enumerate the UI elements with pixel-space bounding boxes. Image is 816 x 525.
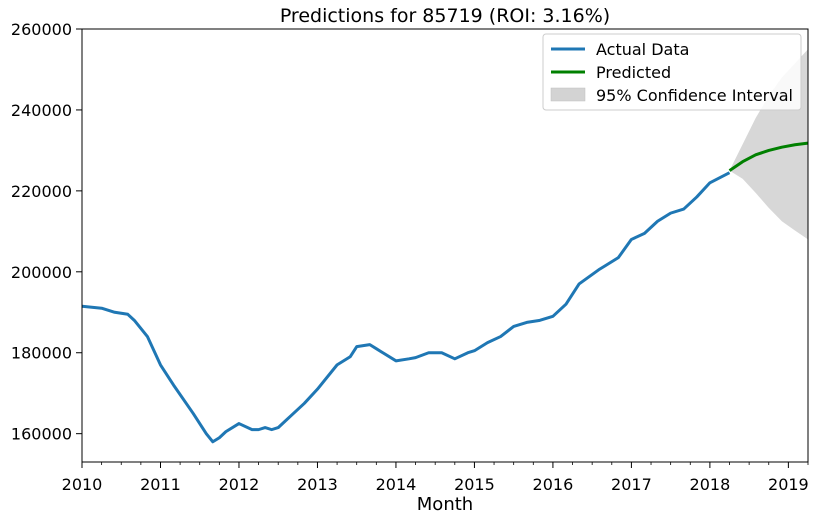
y-tick-label: 180000 [11, 344, 72, 363]
x-tick-label: 2015 [454, 475, 495, 494]
legend-label-ci: 95% Confidence Interval [596, 86, 793, 105]
x-tick-label: 2011 [140, 475, 181, 494]
x-tick-label: 2019 [768, 475, 809, 494]
x-tick-label: 2018 [690, 475, 731, 494]
legend-swatch-ci [550, 87, 586, 102]
series-line-predicted [728, 141, 809, 172]
x-tick-label: 2013 [297, 475, 338, 494]
x-tick-label: 2012 [219, 475, 260, 494]
y-tick-label: 200000 [11, 263, 72, 282]
chart-title: Predictions for 85719 (ROI: 3.16%) [280, 5, 610, 27]
y-tick-label: 160000 [11, 425, 72, 444]
legend-label-actual: Actual Data [596, 40, 689, 59]
plot-frame [81, 28, 809, 463]
legend-box [542, 33, 802, 111]
series-line-actual [81, 171, 731, 444]
x-tick-label: 2017 [611, 475, 652, 494]
legend: Actual Data Predicted 95% Confidence Int… [542, 33, 802, 111]
x-tick-label: 2014 [376, 475, 417, 494]
x-axis-label: Month [417, 494, 473, 515]
legend-label-predicted: Predicted [596, 63, 671, 82]
y-tick-label: 260000 [11, 20, 72, 39]
y-tick-label: 240000 [11, 101, 72, 120]
y-tick-label: 220000 [11, 182, 72, 201]
x-tick-label: 2010 [62, 475, 103, 494]
x-tick-label: 2016 [533, 475, 574, 494]
axes: 160000 180000 200000 220000 240000 260000 2010… [11, 20, 809, 494]
